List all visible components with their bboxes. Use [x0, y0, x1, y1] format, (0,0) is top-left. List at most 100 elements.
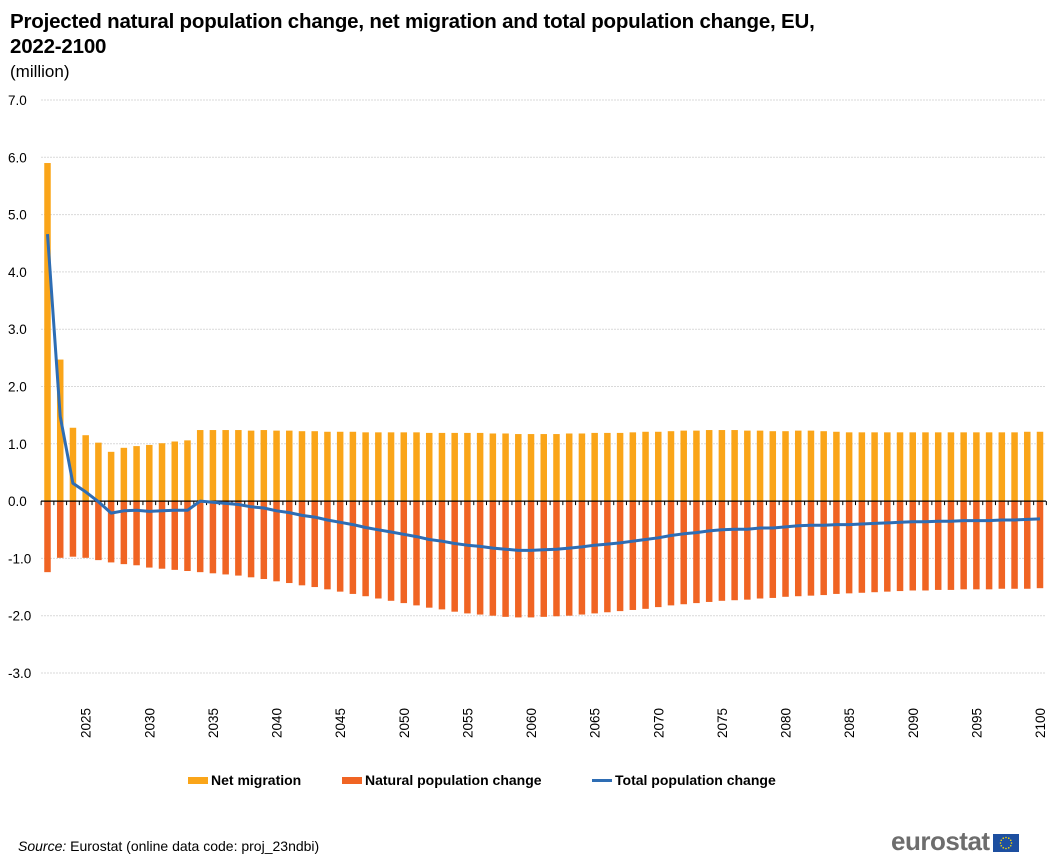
net-migration-bar-2031 — [158, 443, 166, 502]
net-migration-bar-2076 — [731, 430, 738, 502]
natural-change-bar-2026 — [95, 501, 102, 561]
x-tick-label: 2040 — [270, 708, 285, 738]
x-tick-label: 2055 — [460, 708, 475, 738]
natural-change-bar-2054 — [451, 501, 458, 612]
y-axis-ticks: 7.0 6.0 5.0 4.0 3.0 2.0 1.0 0.0 -1.0 -2.0 -3.0 — [8, 93, 31, 681]
net-migration-bar-2039 — [260, 430, 268, 502]
natural-change-bar-2073 — [693, 501, 700, 604]
legend-item-total-change[interactable]: Total population change — [592, 772, 776, 788]
natural-change-bar-2084 — [833, 501, 840, 594]
net-migration-bar-2097 — [998, 432, 1006, 502]
natural-change-bar-2092 — [934, 501, 942, 590]
legend-item-net-migration[interactable]: Net migration — [188, 772, 301, 788]
net-migration-bar-2072 — [680, 430, 687, 502]
natural-change-bar-2048 — [375, 501, 382, 599]
natural-change-bar-2076 — [731, 501, 738, 601]
net-migration-bar-2056 — [476, 432, 484, 502]
flag-star — [1002, 846, 1004, 849]
natural-change-bar-2045 — [336, 501, 344, 592]
source-note: Source: Eurostat (online data code: proj… — [18, 838, 319, 854]
net-migration-bar-2086 — [858, 432, 866, 502]
x-tick-label: 2065 — [588, 708, 603, 738]
net-migration-bar-2069 — [642, 431, 649, 502]
natural-change-bar-2053 — [438, 501, 446, 610]
natural-change-bar-2072 — [680, 501, 687, 605]
net-migration-bar-2057 — [489, 433, 497, 502]
natural-change-bar-2077 — [744, 501, 751, 600]
net-migration-bar-2081 — [794, 430, 802, 502]
natural-change-bar-2041 — [286, 501, 293, 584]
net-migration-bar-2079 — [769, 431, 777, 502]
flag-star — [1007, 837, 1010, 840]
net-migration-bar-2061 — [540, 434, 547, 502]
natural-change-bar-2091 — [922, 501, 929, 591]
net-migration-bar-2091 — [922, 432, 929, 502]
net-migration-bar-2064 — [578, 433, 586, 502]
natural-change-bar-2093 — [947, 501, 955, 590]
y-tick-label: -1.0 — [8, 551, 31, 566]
net-migration-bar-2073 — [693, 430, 700, 502]
net-migration-bar-2090 — [909, 432, 917, 502]
natural-change-bar-2050 — [400, 501, 408, 604]
net-migration-bar-2085 — [845, 432, 853, 502]
natural-change-bar-2060 — [527, 501, 535, 618]
net-migration-bar-2045 — [336, 431, 344, 502]
net-migration-swatch — [188, 776, 208, 784]
natural-change-bar-2078 — [756, 501, 764, 599]
y-tick-label: -3.0 — [8, 666, 31, 681]
natural-change-bar-2028 — [120, 501, 128, 565]
net-migration-bar-2043 — [311, 431, 318, 502]
x-tick-label: 2070 — [651, 708, 666, 738]
net-migration-bar-2080 — [782, 431, 789, 502]
source-label: Source: — [18, 838, 67, 854]
flag-star — [1000, 839, 1002, 842]
net-migration-bar-2074 — [705, 430, 713, 502]
natural-change-bar-2058 — [502, 501, 509, 617]
net-migration-bar-2099 — [1024, 431, 1031, 502]
net-migration-bar-2044 — [324, 431, 331, 502]
natural-change-bar-2052 — [425, 501, 433, 608]
net-migration-bar-2047 — [362, 432, 369, 502]
natural-change-bar-2034 — [196, 501, 204, 573]
net-migration-bar-2094 — [960, 432, 967, 502]
net-migration-bar-2040 — [273, 430, 280, 502]
natural-change-bar-2071 — [667, 501, 675, 606]
natural-change-bar-2039 — [260, 501, 268, 580]
natural-change-bar-2049 — [387, 501, 395, 601]
net-migration-bar-2034 — [196, 430, 204, 502]
natural-change-bar-2065 — [591, 501, 598, 614]
net-migration-bar-2042 — [298, 431, 306, 502]
net-migration-bar-2095 — [973, 432, 980, 502]
net-migration-bar-2077 — [744, 430, 751, 502]
natural-change-bar-2088 — [884, 501, 891, 592]
net-migration-bar-2078 — [756, 430, 764, 502]
x-tick-label: 2045 — [333, 708, 348, 738]
flag-star — [1004, 847, 1007, 850]
net-migration-bar-2062 — [553, 434, 560, 502]
net-migration-bar-2054 — [451, 432, 458, 502]
eurostat-logo: eurostat — [891, 826, 1019, 857]
net-migration-bar-2067 — [616, 432, 624, 502]
net-migration-bar-2035 — [209, 430, 217, 502]
y-tick-label: 3.0 — [8, 322, 27, 337]
natural-change-bar-2074 — [705, 501, 713, 602]
net-migration-bar-2049 — [387, 432, 395, 502]
natural-change-bar-2023 — [56, 501, 64, 558]
net-migration-bar-2036 — [222, 430, 229, 502]
legend-label: Total population change — [615, 772, 776, 788]
net-migration-bar-2053 — [438, 432, 446, 502]
natural-change-bar-2075 — [718, 501, 726, 601]
natural-change-bars — [44, 501, 1044, 618]
natural-change-bar-2059 — [515, 501, 522, 618]
legend-item-natural-change[interactable]: Natural population change — [342, 772, 542, 788]
y-tick-label: 6.0 — [8, 150, 27, 165]
net-migration-bar-2098 — [1011, 432, 1018, 502]
net-migration-bar-2058 — [502, 433, 509, 502]
net-migration-bar-2051 — [413, 432, 420, 502]
natural-change-bar-2044 — [324, 501, 331, 590]
net-migration-bar-2037 — [235, 430, 242, 502]
y-tick-label: 7.0 — [8, 93, 27, 108]
natural-change-bar-2043 — [311, 501, 318, 588]
natural-change-bar-2068 — [629, 501, 637, 610]
